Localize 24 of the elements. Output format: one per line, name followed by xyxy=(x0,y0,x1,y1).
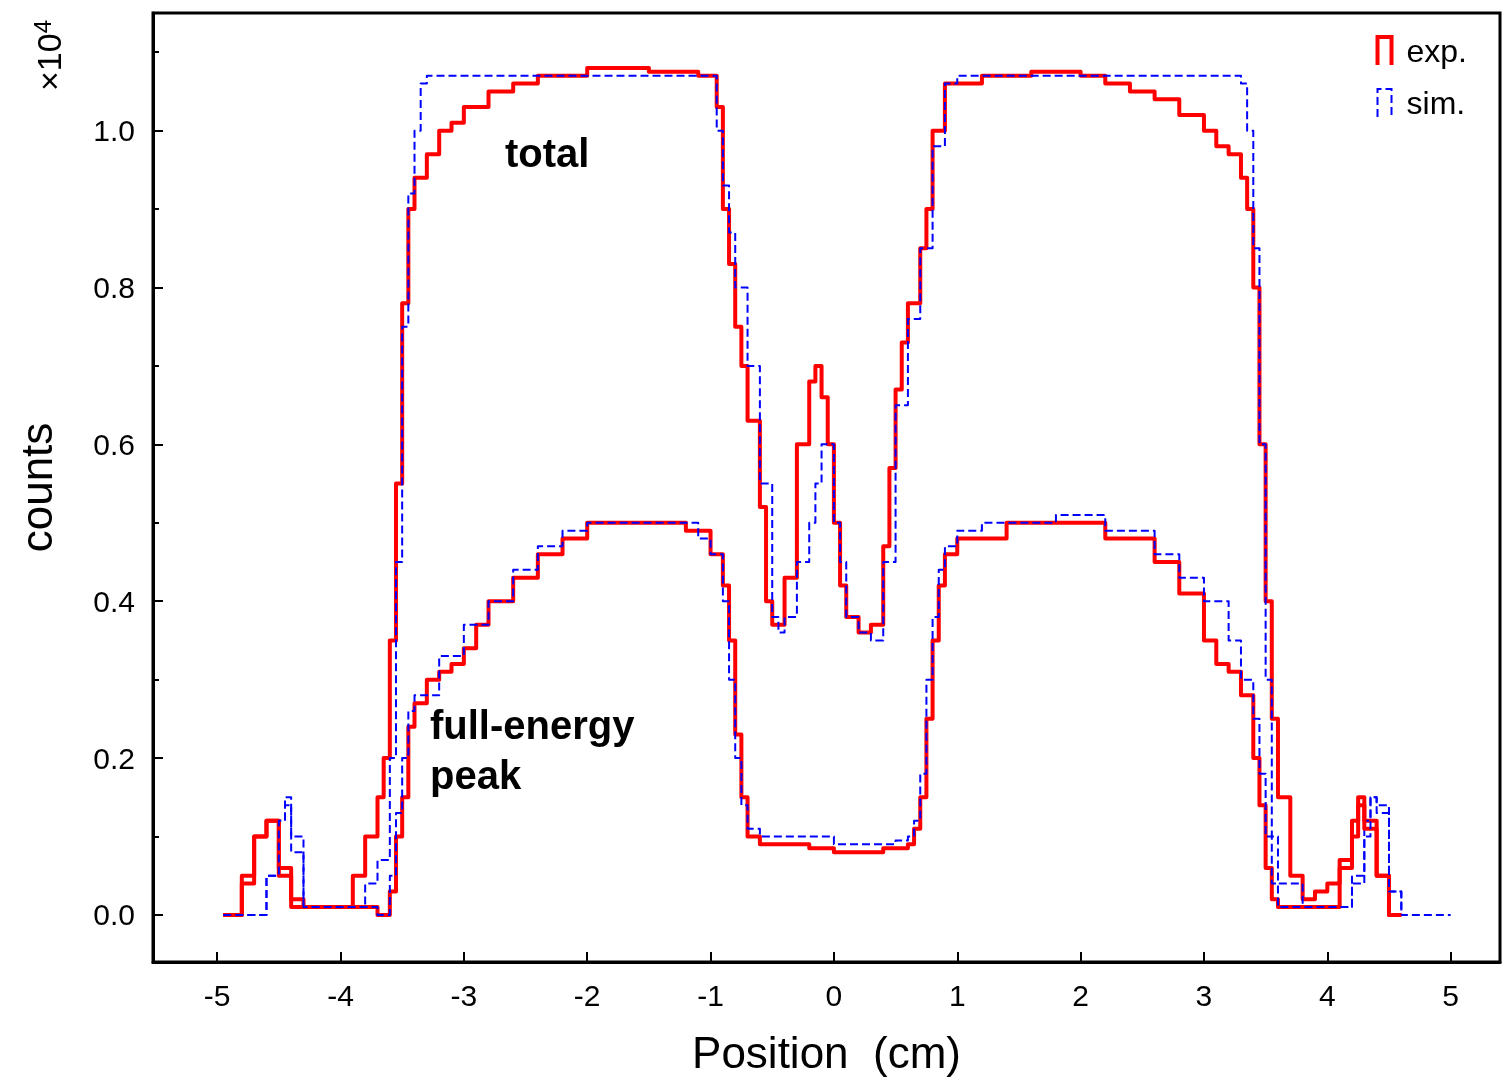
x-tick-label: -2 xyxy=(573,978,601,1012)
x-tick-label: -3 xyxy=(450,978,478,1012)
annotation: full-energy peak xyxy=(430,703,636,797)
legend-label: exp. xyxy=(1406,33,1467,69)
x-tick-label: 2 xyxy=(1072,978,1089,1012)
x-tick-label: -5 xyxy=(203,978,231,1012)
y-tick-label: 0.4 xyxy=(93,584,135,618)
y-axis-title: counts xyxy=(11,422,61,553)
x-tick-label: -1 xyxy=(697,978,724,1012)
x-tick-label: 5 xyxy=(1442,978,1459,1012)
y-tick-label: 1.0 xyxy=(93,114,135,148)
x-tick-label: 1 xyxy=(948,978,966,1012)
x-axis-title: Position (cm) xyxy=(692,1027,961,1077)
x-tick-label: 0 xyxy=(825,978,843,1012)
x-tick-label: 4 xyxy=(1318,978,1336,1012)
y-tick-label: 0.6 xyxy=(93,427,135,461)
legend-label: sim. xyxy=(1406,85,1466,121)
annotation: total xyxy=(505,131,590,175)
x-tick-label: 3 xyxy=(1195,978,1213,1012)
y-tick-label: 0.0 xyxy=(93,898,135,932)
text: ×104 xyxy=(28,19,68,92)
x-tick-label: -4 xyxy=(327,978,354,1012)
y-tick-label: 0.8 xyxy=(93,271,135,304)
y-tick-label: 0.2 xyxy=(93,741,135,775)
